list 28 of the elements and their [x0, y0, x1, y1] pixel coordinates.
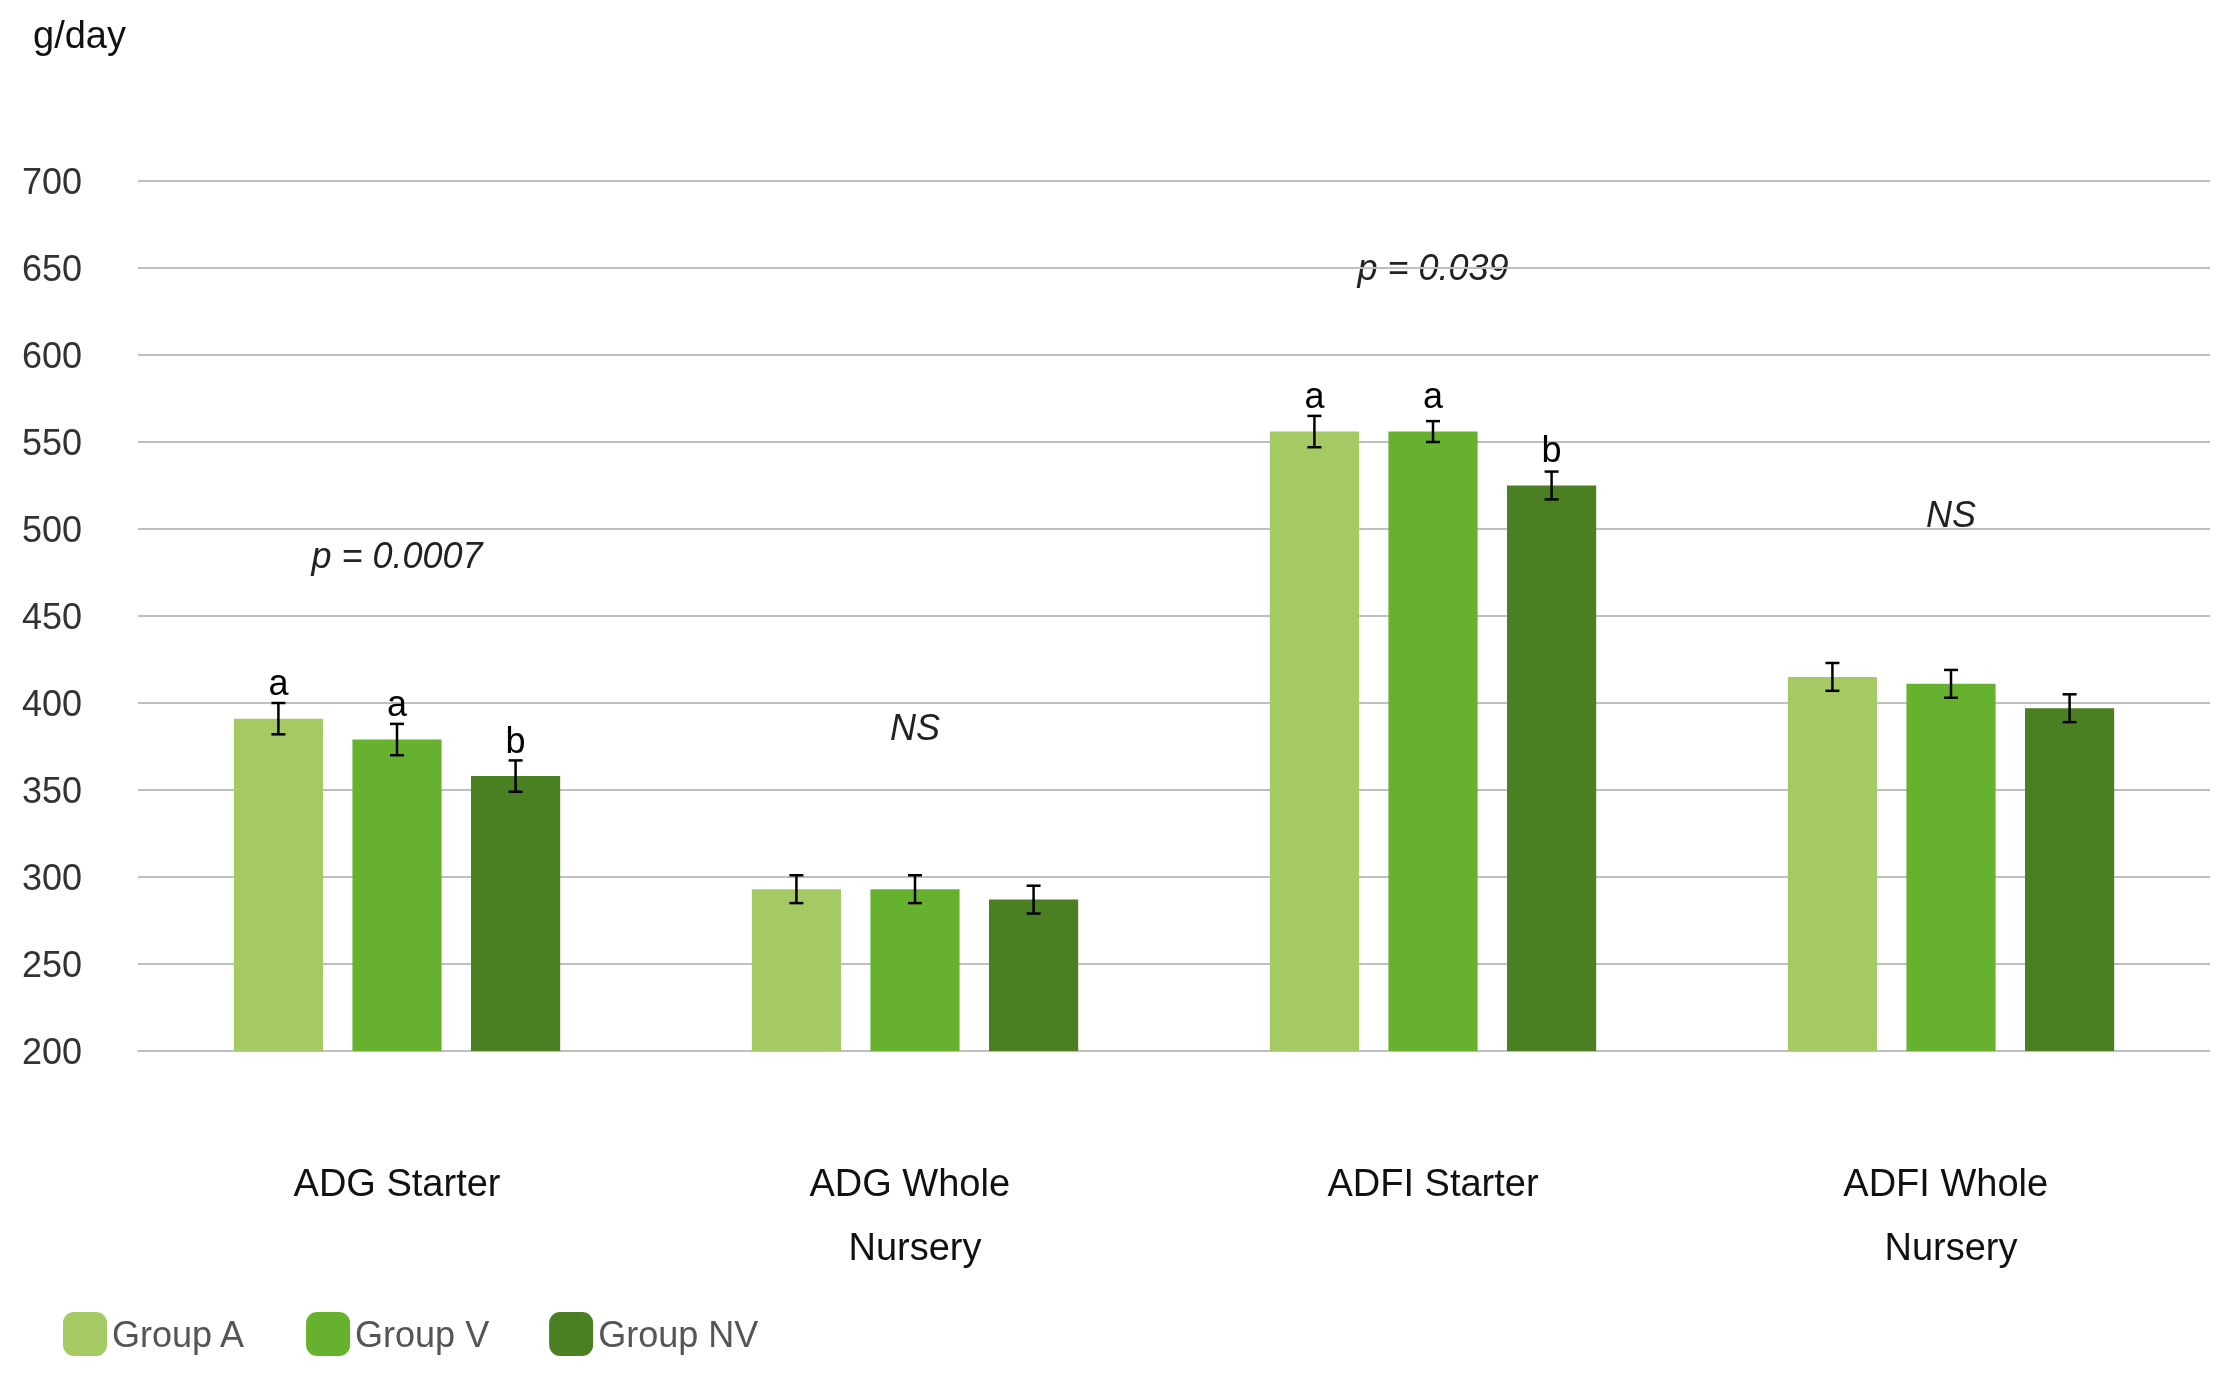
annotation: p = 0.0007	[310, 534, 485, 576]
x-tick-label: ADFI Starter	[1327, 1162, 1539, 1204]
y-tick-label: 300	[21, 856, 82, 898]
x-tick-label: ADG Starter	[293, 1162, 501, 1204]
data-label: b	[1541, 429, 1562, 470]
legend-label: Group V	[355, 1313, 490, 1355]
legend-label: Group A	[112, 1313, 245, 1355]
data-label: a	[1422, 375, 1444, 417]
y-tick-label: 700	[21, 160, 82, 202]
x-tick-label: ADFI Whole Nursery	[1843, 1162, 2059, 1268]
data-label: a	[1304, 375, 1326, 417]
y-tick-label: 200	[21, 1030, 82, 1072]
y-tick-label: 350	[21, 769, 82, 811]
y-tick-label: 450	[21, 595, 82, 637]
data-label: b	[505, 719, 526, 761]
data-label: a	[386, 683, 408, 725]
legend-label: Group NV	[598, 1313, 759, 1355]
y-tick-label: 250	[21, 943, 82, 985]
y-tick-label: 600	[21, 334, 82, 376]
y-axis-title: g/day	[33, 14, 126, 56]
annotation: NS	[889, 706, 941, 748]
y-tick-label: 500	[21, 508, 82, 550]
annotation: NS	[1925, 494, 1977, 536]
x-tick-label: ADG Whole Nursery	[809, 1162, 1021, 1268]
data-label: a	[268, 662, 290, 704]
y-tick-label: 400	[21, 682, 82, 724]
y-tick-label: 550	[21, 421, 82, 463]
y-tick-label: 650	[21, 247, 82, 289]
